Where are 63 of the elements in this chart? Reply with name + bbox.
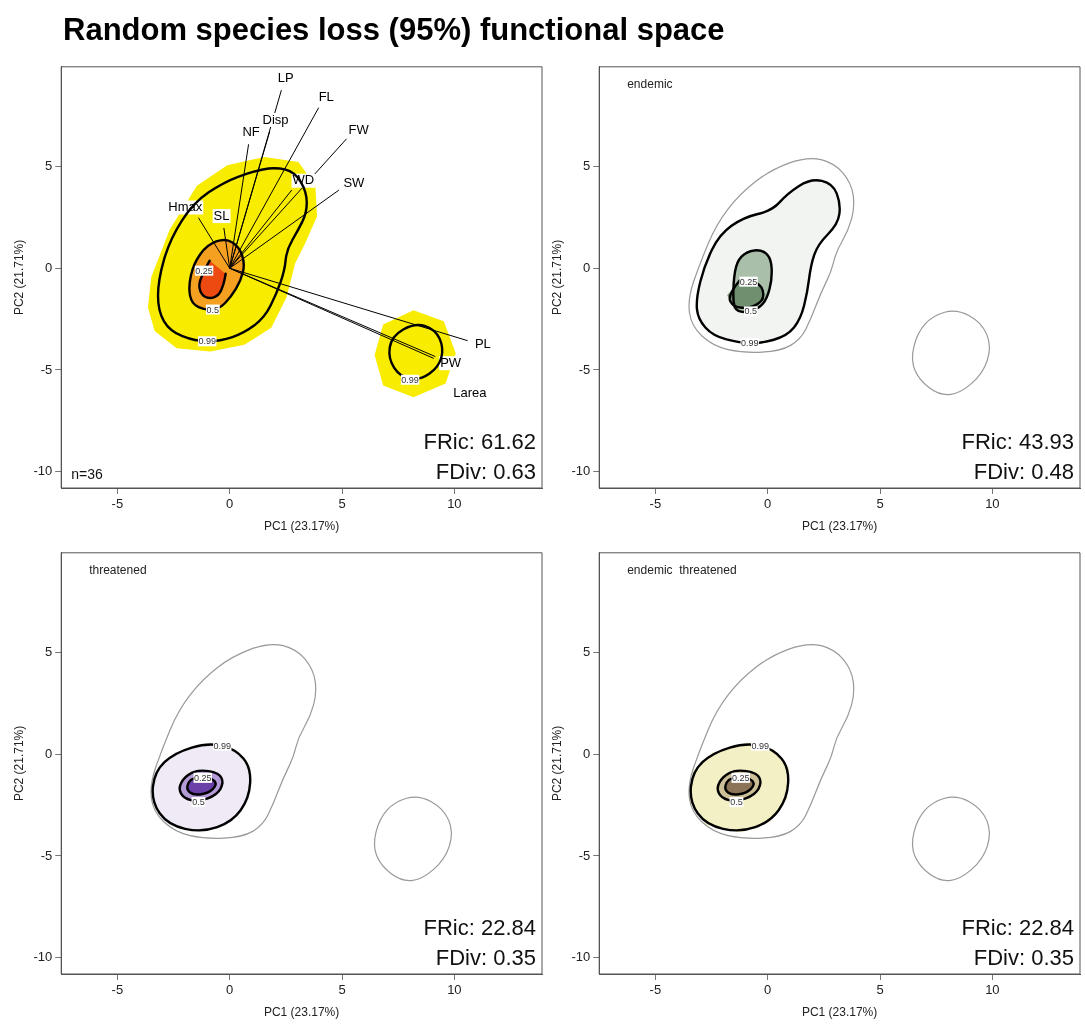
annotation: n=36 [71,465,103,482]
y-tick-label: 5 [44,644,53,660]
x-tick-label: -5 [649,496,662,512]
x-tick-label: -5 [111,496,124,512]
text: Larea [453,384,488,400]
y-tick-label: -5 [40,847,53,863]
y-tick-label: -10 [33,463,53,479]
y-tick-label: 0 [44,259,53,275]
y-tick-label: -5 [578,361,591,377]
x-tick-label: -5 [649,982,662,998]
x-tick-label: 0 [764,496,772,512]
annotation: FRic: 22.84 [961,915,1074,941]
x-axis-title: PC1 (23.17%) [263,519,340,534]
series-label: FL [318,88,334,104]
chart-title: Random species loss (95%) functional space [63,11,726,49]
y-tick-label: -5 [578,847,591,863]
y-tick-label: 0 [44,745,53,761]
x-tick-label: -5 [111,982,124,998]
annotation: FRic: 22.84 [423,915,536,941]
y-axis-title: PC2 (21.71%) [11,725,26,802]
x-tick-label: 10 [985,982,1000,998]
x-tick-label: 5 [876,982,884,998]
text: threatened [89,563,147,578]
series-label: SW [343,174,366,190]
annotation: FRic: 43.93 [961,429,1074,455]
x-tick-label: 5 [338,982,346,998]
series-label: PW [440,354,462,370]
series-label: FW [348,121,370,137]
x-tick-label: 10 [985,496,1000,512]
annotation: FDiv: 0.35 [973,945,1074,971]
y-tick-label: 0 [582,745,591,761]
x-tick-label: 5 [338,496,346,512]
x-tick-label: 10 [447,496,462,512]
annotation: FDiv: 0.35 [435,945,536,971]
y-tick-label: 5 [582,644,591,660]
y-tick-label: 0 [582,259,591,275]
x-tick-label: 0 [226,496,234,512]
y-tick-label: 5 [44,158,53,174]
y-tick-label: -10 [571,949,591,965]
text: endemic threatened [627,563,737,578]
series-label: Disp [262,111,289,127]
series-label: PL [474,335,491,351]
y-tick-label: -5 [40,361,53,377]
y-tick-label: -10 [33,949,53,965]
y-tick-label: -10 [571,463,591,479]
y-tick-label: 5 [582,158,591,174]
x-tick-label: 5 [876,496,884,512]
y-axis-title: PC2 (21.71%) [549,725,564,802]
x-axis-title: PC1 (23.17%) [801,1005,878,1020]
x-tick-label: 0 [764,982,772,998]
annotation: FRic: 61.62 [423,429,536,455]
series-label: LP [277,70,294,86]
y-axis-title: PC2 (21.71%) [549,239,564,316]
text: endemic [627,77,673,92]
x-tick-label: 0 [226,982,234,998]
series-label: SL [213,207,230,223]
annotation: FDiv: 0.63 [435,459,536,485]
annotation: FDiv: 0.48 [973,459,1074,485]
x-axis-title: PC1 (23.17%) [263,1005,340,1020]
series-label: NF [242,124,260,140]
x-axis-title: PC1 (23.17%) [801,519,878,534]
y-axis-title: PC2 (21.71%) [11,239,26,316]
x-tick-label: 10 [447,982,462,998]
